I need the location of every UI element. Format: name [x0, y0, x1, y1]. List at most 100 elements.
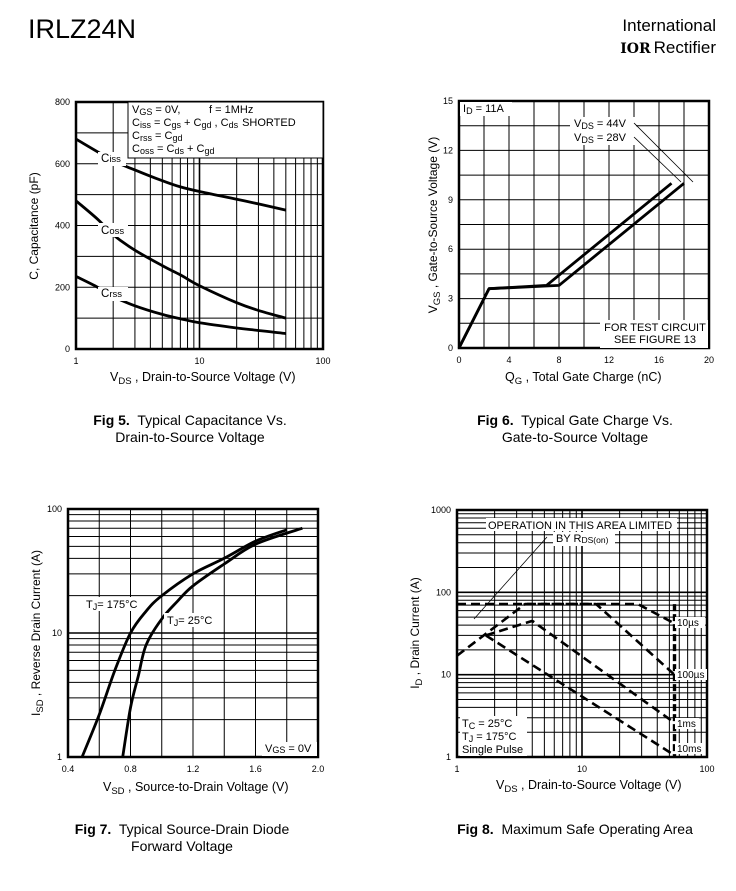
fig5-legend-line2: Ciss = Cgs + Cgd , Cds SHORTED — [132, 117, 296, 130]
fig8-caption: Fig 8. Maximum Safe Operating Area — [430, 821, 720, 838]
fig8-op-line2: BY RDS(on) — [556, 533, 609, 545]
fig7-plot-frame — [66, 507, 320, 759]
fig5-x-tick-label: 10 — [194, 356, 204, 366]
fig8-plot-frame — [455, 508, 709, 759]
fig5-caption-line2: Drain-to-Source Voltage — [115, 429, 265, 445]
fig6-vds28-label: VDS = 28V — [574, 132, 627, 145]
fig8-1ms-label: 1ms — [677, 719, 696, 730]
fig5-x-tick-label: 1 — [73, 356, 78, 366]
fig5-coss-label: Coss — [101, 225, 124, 237]
fig8-10us-label: 10µs — [677, 618, 699, 629]
brand-rectifier: Rectifier — [653, 38, 716, 57]
fig8-10us-bg — [675, 617, 705, 628]
fig6-y-tick-label: 6 — [448, 244, 453, 254]
fig6-plot-frame — [457, 99, 711, 350]
fig5-ciss-label: Ciss — [101, 153, 121, 165]
fig6-x-tick-label: 16 — [654, 355, 664, 365]
fig6-id-label: ID = 11A — [463, 103, 505, 116]
fig8-series-1ms — [485, 619, 676, 724]
fig5-legend-line1: VGS = 0V, f = 1MHz — [132, 104, 253, 117]
fig7-x-tick-label: 0.4 — [62, 764, 75, 774]
fig7-caption: Fig 7. Typical Source-Drain Diode Forwar… — [52, 821, 312, 855]
fig7-t25-label: TJ= 25°C — [167, 615, 212, 628]
fig6-y-tick-label: 15 — [443, 96, 453, 106]
fig7-series-t-j-25-c — [121, 526, 303, 758]
fig8-caption-num: Fig 8. — [457, 821, 494, 837]
fig7-x-label: VSD , Source-to-Drain Voltage (V) — [103, 780, 289, 797]
fig6-series-v-ds-28v — [457, 182, 673, 349]
fig5-series-crss — [75, 275, 286, 335]
fig8-100us-bg — [675, 669, 707, 680]
fig6-id-bg — [460, 102, 512, 116]
fig8-caption-line1: Maximum Safe Operating Area — [501, 821, 693, 837]
fig6-x-label: QG , Total Gate Charge (nC) — [505, 370, 662, 387]
fig7-caption-line2: Forward Voltage — [131, 838, 233, 854]
fig6-vds44-leader — [633, 122, 694, 183]
fig6-chart: 0 4 8 12 16 20 0 3 6 9 12 15 — [443, 96, 714, 365]
fig6-caption: Fig 6. Typical Gate Charge Vs. Gate-to-S… — [445, 412, 705, 446]
fig8-single-label: Single Pulse — [462, 744, 523, 756]
fig6-caption-num: Fig 6. — [477, 412, 514, 428]
fig7-vgs-bg — [262, 742, 317, 756]
fig8-y-tick-label: 100 — [436, 587, 451, 597]
fig5-legend-box — [127, 101, 324, 159]
fig8-x-label: VDS , Drain-to-Source Voltage (V) — [496, 778, 682, 795]
fig7-series-t-j-175-c — [80, 528, 288, 758]
fig8-y-label: ID , Drain Current (A) — [408, 577, 425, 689]
fig7-t175-label: TJ= 175°C — [86, 599, 137, 612]
fig6-caption-line2: Gate-to-Source Voltage — [501, 429, 649, 445]
fig5-y-tick-label: 200 — [55, 282, 70, 292]
fig6-caption-line1: Typical Gate Charge Vs. — [521, 412, 673, 428]
fig7-caption-line1: Typical Source-Drain Diode — [118, 821, 290, 837]
fig8-y-tick-label: 10 — [441, 670, 451, 680]
fig5-y-tick-label: 800 — [55, 97, 70, 107]
fig5-caption-line1: Typical Capacitance Vs. — [137, 412, 287, 428]
brand-name-line2: IOR Rectifier — [620, 38, 716, 58]
fig7-x-tick-label: 0.8 — [124, 764, 137, 774]
brand-logo: IOR — [620, 41, 651, 57]
fig6-y-tick-label: 0 — [448, 343, 453, 353]
fig6-y-tick-label: 9 — [448, 195, 453, 205]
fig6-vds-bg — [570, 117, 636, 145]
fig7-x-tick-label: 1.6 — [249, 764, 262, 774]
fig8-x-tick-label: 100 — [699, 764, 714, 774]
fig7-x-tick-label: 1.2 — [187, 764, 200, 774]
fig7-t175-bg — [84, 597, 142, 611]
fig8-op-bg — [486, 518, 677, 531]
fig5-ciss-label-bg — [98, 152, 126, 166]
fig7-caption-num: Fig 7. — [74, 821, 112, 837]
fig5-crss-label-bg — [98, 287, 128, 301]
fig8-series-10ms — [485, 634, 676, 757]
fig8-10ms-bg — [675, 743, 703, 754]
fig8-tc-label: TC = 25°C — [462, 718, 512, 731]
brand-name-line1: International — [622, 16, 716, 35]
fig6-y-tick-label: 3 — [448, 294, 453, 304]
fig8-series-10-s — [457, 602, 676, 625]
fig8-cond-bg — [460, 716, 527, 756]
fig5-y-label: C, Capacitance (pF) — [27, 172, 41, 279]
fig5-y-tick-label: 400 — [55, 221, 70, 231]
fig5-x-label: VDS , Drain-to-Source Voltage (V) — [110, 370, 296, 387]
fig6-test-line1: FOR TEST CIRCUIT — [604, 322, 706, 334]
fig8-x-tick-label: 10 — [577, 764, 587, 774]
fig7-y-tick-label: 100 — [47, 504, 62, 514]
fig8-x-tick-label: 1 — [454, 764, 459, 774]
fig6-y-tick-label: 12 — [443, 145, 453, 155]
fig5-legend-line3: Crss = Cgd — [132, 130, 182, 143]
fig8-op2-bg — [553, 532, 615, 546]
fig8-y-tick-label: 1000 — [431, 505, 451, 515]
fig7-y-label: ISD , Reverse Drain Current (A) — [29, 550, 46, 716]
fig5-y-tick-label: 0 — [65, 344, 70, 354]
fig8-op-line1: OPERATION IN THIS AREA LIMITED — [488, 520, 672, 532]
fig6-x-tick-label: 20 — [704, 355, 714, 365]
fig6-y-label: VGS , Gate-to-Source Voltage (V) — [426, 137, 443, 314]
fig7-x-tick-label: 2.0 — [312, 764, 325, 774]
fig5-crss-label: Crss — [101, 288, 122, 300]
fig6-vds44-label: VDS = 44V — [574, 118, 627, 131]
fig7-y-tick-label: 10 — [52, 628, 62, 638]
part-number: IRLZ24N — [28, 14, 137, 44]
fig6-x-tick-label: 12 — [604, 355, 614, 365]
fig5-caption-num: Fig 5. — [93, 412, 130, 428]
fig6-x-tick-label: 4 — [506, 355, 511, 365]
